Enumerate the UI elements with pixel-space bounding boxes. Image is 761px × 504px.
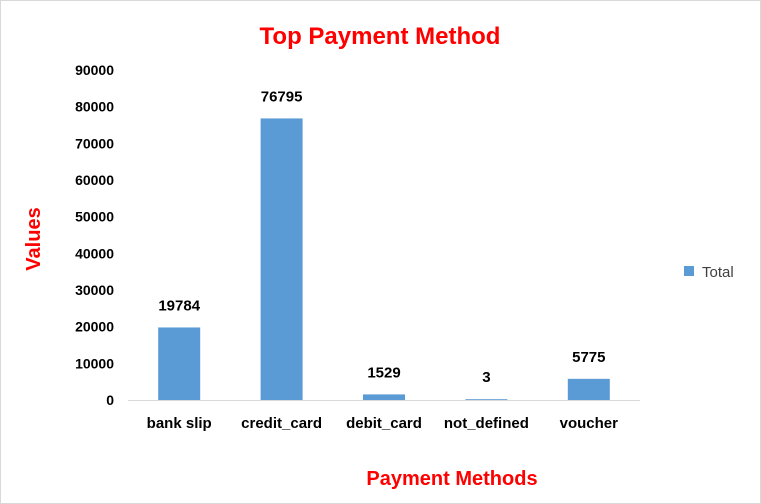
data-label: 1529 — [367, 364, 400, 381]
x-category-label: not_defined — [444, 415, 529, 432]
x-category-label: bank slip — [147, 415, 212, 432]
x-category-label: credit_card — [241, 415, 322, 432]
bar — [567, 378, 610, 400]
y-tick-label: 80000 — [75, 99, 114, 115]
bar — [158, 327, 201, 400]
legend: Total — [684, 264, 734, 281]
legend-label-total: Total — [702, 264, 734, 281]
y-tick-label: 50000 — [75, 209, 114, 225]
category-labels: bank slip credit_card debit_card not_define… — [147, 415, 618, 432]
x-category-label: debit_card — [346, 415, 422, 432]
data-label: 3 — [482, 369, 490, 386]
y-tick-label: 20000 — [75, 319, 114, 335]
data-label: 5775 — [572, 349, 605, 366]
x-axis-title: Payment Methods — [366, 468, 537, 490]
data-label: 76795 — [261, 88, 303, 105]
data-label: 19784 — [158, 297, 200, 314]
y-tick-label: 60000 — [75, 172, 114, 188]
y-tick-label: 0 — [106, 392, 114, 408]
y-tick-label: 10000 — [75, 355, 114, 371]
chart-title: Top Payment Method — [260, 23, 501, 50]
y-tick-label: 70000 — [75, 135, 114, 151]
bar — [465, 399, 508, 400]
y-tick-label: 30000 — [75, 282, 114, 298]
legend-swatch-total — [684, 266, 694, 276]
bar — [363, 394, 405, 400]
bar — [260, 118, 303, 400]
y-axis-title: Values — [23, 207, 45, 270]
y-tick-label: 40000 — [75, 245, 114, 261]
y-axis-ticks: 0 10000 20000 30000 40000 50000 60000 70000 8000… — [75, 62, 114, 408]
data-labels: 19784 76795 1529 3 5775 — [158, 88, 605, 386]
x-category-label: voucher — [560, 415, 619, 432]
y-tick-label: 90000 — [75, 62, 114, 78]
bars — [158, 118, 610, 400]
